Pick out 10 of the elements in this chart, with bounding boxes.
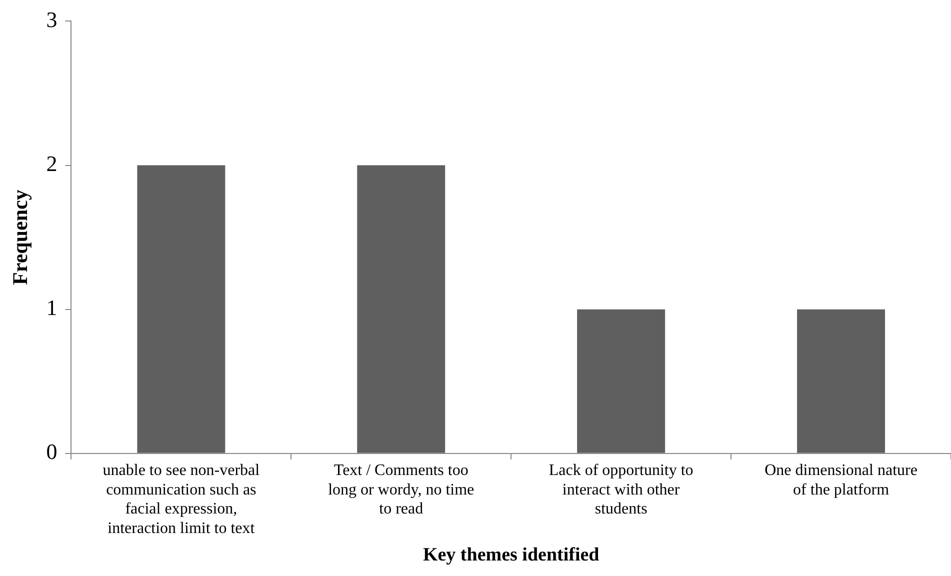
x-tick-label: unable to see non-verbal communication such as facial expression, interaction limit to text [102,462,260,537]
x-tick-label: Lack of opportunity to interact with other students [548,462,694,518]
x-axis-title: Key themes identified [422,544,600,566]
y-tick-label: 1 [46,295,58,320]
y-axis-title: Frequency [8,189,32,285]
y-tick-label: 2 [46,151,58,176]
x-tick-label: One dimensional nature of the platform [764,462,918,498]
y-tick-label: 0 [46,439,58,464]
y-tick-label: 3 [46,6,58,32]
x-tick-label: Text / Comments too long or wordy, no time to read [328,462,474,518]
